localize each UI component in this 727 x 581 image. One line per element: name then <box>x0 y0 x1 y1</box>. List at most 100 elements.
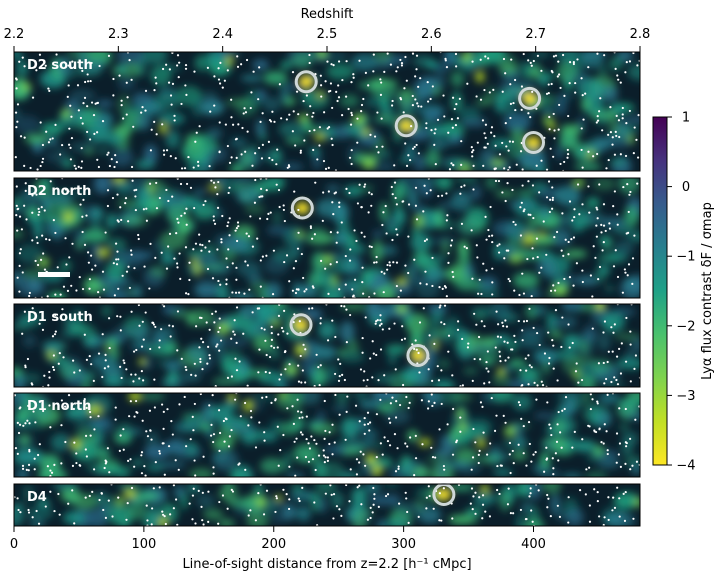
galaxy-point <box>233 319 236 322</box>
galaxy-point <box>322 454 326 457</box>
flux-blob <box>598 331 611 352</box>
galaxy-point <box>389 421 392 424</box>
galaxy-point <box>636 156 640 159</box>
galaxy-point <box>35 509 38 513</box>
galaxy-point <box>212 219 215 222</box>
galaxy-point <box>616 74 619 77</box>
flux-blob <box>407 277 434 284</box>
galaxy-point <box>256 307 259 310</box>
galaxy-point <box>327 126 331 129</box>
galaxy-point <box>201 341 205 344</box>
galaxy-point <box>611 136 614 139</box>
galaxy-point <box>568 200 572 203</box>
galaxy-point <box>217 180 220 184</box>
flux-hotspot <box>352 113 366 125</box>
flux-blob <box>454 447 478 465</box>
galaxy-point <box>227 191 230 195</box>
galaxy-point <box>96 101 100 104</box>
galaxy-point <box>79 203 82 206</box>
flux-blob <box>105 260 126 281</box>
galaxy-point <box>557 459 560 462</box>
galaxy-point <box>33 497 36 500</box>
galaxy-point <box>275 183 278 186</box>
flux-blob <box>121 214 149 227</box>
galaxy-point <box>82 102 85 105</box>
galaxy-point <box>185 445 188 448</box>
galaxy-point <box>555 440 559 443</box>
galaxy-point <box>419 282 422 285</box>
galaxy-point <box>216 248 219 251</box>
galaxy-point <box>507 277 510 281</box>
galaxy-point <box>508 453 511 456</box>
galaxy-point <box>107 365 110 368</box>
galaxy-point <box>626 274 629 277</box>
galaxy-point <box>80 147 83 150</box>
galaxy-point <box>130 373 133 376</box>
flux-blob <box>426 77 438 86</box>
galaxy-point <box>606 452 609 456</box>
flux-blob <box>574 439 596 453</box>
galaxy-point <box>308 307 311 310</box>
galaxy-point <box>36 263 40 267</box>
flux-blob <box>512 393 532 411</box>
galaxy-point <box>606 449 609 452</box>
galaxy-point <box>440 194 444 197</box>
flux-blob <box>267 345 281 360</box>
galaxy-point <box>183 167 187 170</box>
galaxy-point <box>386 439 390 443</box>
galaxy-point <box>207 345 210 348</box>
galaxy-point <box>141 419 144 422</box>
galaxy-point <box>425 192 428 195</box>
galaxy-point <box>436 118 440 121</box>
galaxy-point <box>117 496 120 499</box>
galaxy-point <box>85 214 88 217</box>
galaxy-point <box>423 184 426 187</box>
galaxy-point <box>599 97 602 100</box>
galaxy-point <box>162 427 165 430</box>
galaxy-point <box>161 403 164 406</box>
galaxy-point <box>595 224 598 227</box>
galaxy-point <box>28 294 31 298</box>
galaxy-point <box>67 64 70 67</box>
flux-blob <box>427 141 447 151</box>
galaxy-point <box>431 256 434 260</box>
galaxy-point <box>184 365 187 369</box>
galaxy-point <box>395 400 398 403</box>
galaxy-point <box>323 111 326 114</box>
flux-blob <box>458 217 486 236</box>
galaxy-point <box>67 393 71 397</box>
galaxy-point <box>442 94 445 97</box>
galaxy-point <box>610 380 613 384</box>
galaxy-point <box>487 370 490 373</box>
galaxy-point <box>471 155 474 158</box>
flux-blob <box>555 93 567 116</box>
galaxy-point <box>479 401 483 404</box>
galaxy-point <box>231 291 234 294</box>
flux-blob <box>209 60 233 77</box>
protocluster-circle <box>294 70 318 94</box>
galaxy-point <box>209 110 212 113</box>
galaxy-point <box>39 164 42 168</box>
flux-blob <box>490 304 511 321</box>
galaxy-point <box>16 229 19 232</box>
galaxy-point <box>548 128 551 131</box>
galaxy-point <box>548 210 551 214</box>
galaxy-point <box>313 233 316 236</box>
galaxy-point <box>216 193 219 196</box>
galaxy-point <box>335 505 339 508</box>
flux-blob <box>163 304 174 315</box>
galaxy-point <box>600 231 603 234</box>
galaxy-point <box>107 499 110 502</box>
galaxy-point <box>261 143 264 146</box>
galaxy-point <box>445 66 449 69</box>
galaxy-point <box>246 130 249 133</box>
galaxy-point <box>391 193 394 196</box>
galaxy-point <box>444 59 447 62</box>
flux-blob <box>544 72 556 80</box>
flux-blob <box>315 484 337 496</box>
galaxy-point <box>259 120 262 123</box>
galaxy-points <box>14 52 640 171</box>
galaxy-point <box>616 383 620 386</box>
galaxy-point <box>371 511 374 514</box>
galaxy-point <box>337 96 341 99</box>
